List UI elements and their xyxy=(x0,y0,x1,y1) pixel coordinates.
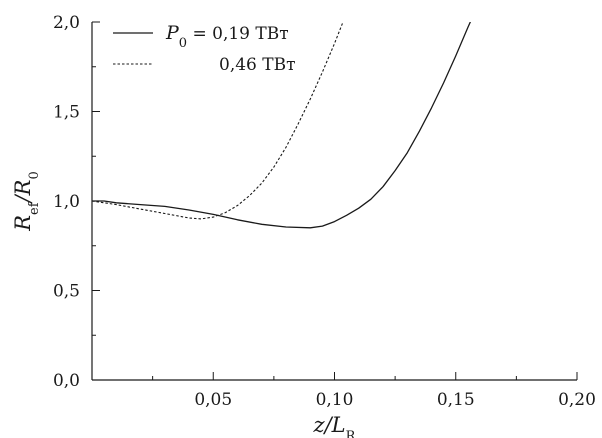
y-axis-title: Ref/R0 xyxy=(11,171,42,232)
series-line-2 xyxy=(92,22,344,220)
axes: 0,0 0,5 1,0 1,5 2,0 0,05 0,10 0,15 0,20 xyxy=(53,13,596,410)
y-tick-label: 1,5 xyxy=(53,103,80,123)
legend-label-1: P0 = 0,19 ТВт xyxy=(165,22,289,51)
legend-label-2: 0,46 ТВт xyxy=(219,55,296,75)
y-tick-label: 0,0 xyxy=(53,371,80,391)
x-tick-label: 0,10 xyxy=(316,390,354,410)
y-tick-label: 0,5 xyxy=(53,282,80,302)
y-tick-label: 1,0 xyxy=(53,192,80,212)
y-tick-label: 2,0 xyxy=(53,13,80,33)
series-line-1 xyxy=(92,22,472,229)
legend: P0 = 0,19 ТВт 0,46 ТВт xyxy=(113,22,296,75)
axis-titles: z/LR Ref/R0 xyxy=(11,171,357,438)
x-tick-label: 0,05 xyxy=(194,390,232,410)
x-tick-label: 0,20 xyxy=(558,390,596,410)
x-axis-title: z/LR xyxy=(313,413,357,438)
plot-area xyxy=(92,22,472,229)
x-tick-label: 0,15 xyxy=(437,390,475,410)
